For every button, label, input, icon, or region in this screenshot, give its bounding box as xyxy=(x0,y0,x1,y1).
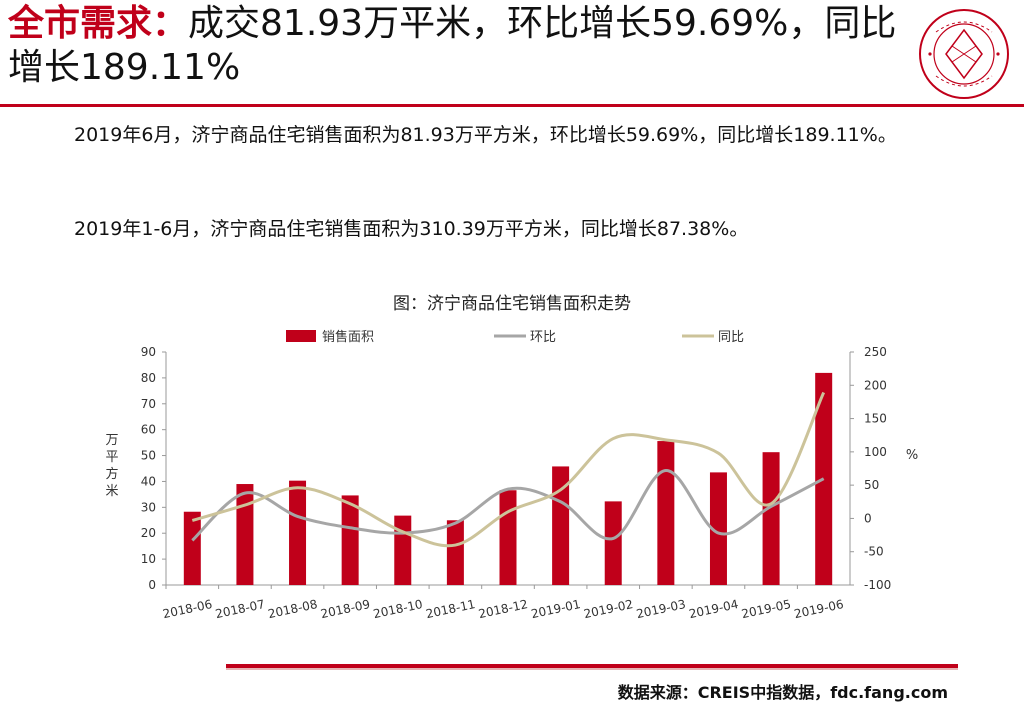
legend-label-1: 环比 xyxy=(530,330,556,345)
x-tick-label: 2019-06 xyxy=(793,597,845,621)
y2-tick-label: -50 xyxy=(864,545,884,559)
bar-2018-10 xyxy=(394,515,412,585)
y-tick-label: 50 xyxy=(141,449,156,463)
title-divider xyxy=(0,104,1024,107)
page-title: 全市需求：成交81.93万平米，环比增长59.69%，同比增长189.11% xyxy=(8,2,908,90)
x-tick-label: 2019-05 xyxy=(740,597,792,621)
bar-2018-12 xyxy=(499,490,517,585)
x-tick-label: 2018-07 xyxy=(214,597,266,621)
x-tick-label: 2019-01 xyxy=(530,597,582,621)
x-tick-label: 2018-08 xyxy=(267,597,319,621)
y2-tick-label: 250 xyxy=(864,345,887,359)
x-tick-label: 2018-06 xyxy=(161,597,213,621)
x-tick-label: 2018-12 xyxy=(477,597,529,621)
legend-swatch-0 xyxy=(286,330,316,342)
y-tick-label: 0 xyxy=(148,578,156,592)
footer-divider xyxy=(226,664,958,668)
y-axis-label-char: 平 xyxy=(105,450,118,465)
bar-2018-06 xyxy=(183,511,201,585)
x-tick-label: 2018-10 xyxy=(372,597,424,621)
legend-label-0: 销售面积 xyxy=(322,329,374,345)
y2-axis-label: % xyxy=(906,448,918,463)
y2-tick-label: 100 xyxy=(864,445,887,459)
y-tick-label: 20 xyxy=(141,526,156,540)
bar-2019-05 xyxy=(762,452,780,585)
y-tick-label: 80 xyxy=(141,371,156,385)
y2-tick-label: 150 xyxy=(864,412,887,426)
data-source: 数据来源：CREIS中指数据，fdc.fang.com xyxy=(617,683,948,702)
bar-2018-07 xyxy=(236,484,254,585)
y2-tick-label: 200 xyxy=(864,378,887,392)
bar-2018-09 xyxy=(341,495,359,585)
y-tick-label: 40 xyxy=(141,474,156,488)
bar-2018-08 xyxy=(289,480,307,585)
x-tick-label: 2019-02 xyxy=(582,597,634,621)
line-series-yoy xyxy=(191,391,826,548)
footer-divider-shadow xyxy=(226,668,958,670)
y-tick-label: 10 xyxy=(141,552,156,566)
y-axis-label-char: 万 xyxy=(105,433,118,448)
y2-tick-label: 50 xyxy=(864,478,879,492)
bar-2019-01 xyxy=(552,466,570,585)
x-tick-label: 2018-09 xyxy=(319,597,371,621)
y-axis-label-char: 米 xyxy=(105,484,118,499)
y-tick-label: 30 xyxy=(141,500,156,514)
legend-label-2: 同比 xyxy=(718,330,744,345)
y2-tick-label: 0 xyxy=(864,511,872,525)
x-tick-label: 2019-04 xyxy=(688,597,740,621)
y-tick-label: 90 xyxy=(141,345,156,359)
y-tick-label: 60 xyxy=(141,423,156,437)
bar-2019-03 xyxy=(657,441,675,585)
china-index-academy-logo xyxy=(919,9,1009,99)
x-tick-label: 2019-03 xyxy=(635,597,687,621)
chart-title: 图：济宁商品住宅销售面积走势 xyxy=(393,294,631,314)
y2-tick-label: -100 xyxy=(864,578,891,592)
x-tick-label: 2018-11 xyxy=(425,597,477,621)
paragraph-monthly: 2019年6月，济宁商品住宅销售面积为81.93万平方米，环比增长59.69%，… xyxy=(74,124,897,146)
title-accent: 全市需求： xyxy=(8,3,189,44)
paragraph-ytd: 2019年1-6月，济宁商品住宅销售面积为310.39万平方米，同比增长87.3… xyxy=(74,218,749,240)
bar-2018-11 xyxy=(446,520,464,585)
bar-2019-02 xyxy=(604,501,622,585)
sales-area-chart: 0 10 20 30 40 50 60 70 80 90 -100 -50 0 50 100 150 200 25… xyxy=(105,329,918,621)
title-rest: 成交81.93万平米，环比增长59.69%，同比增长189.11% xyxy=(8,3,897,88)
bar-2019-04 xyxy=(709,472,727,585)
y-tick-label: 70 xyxy=(141,397,156,411)
y-axis-label-char: 方 xyxy=(105,466,118,482)
